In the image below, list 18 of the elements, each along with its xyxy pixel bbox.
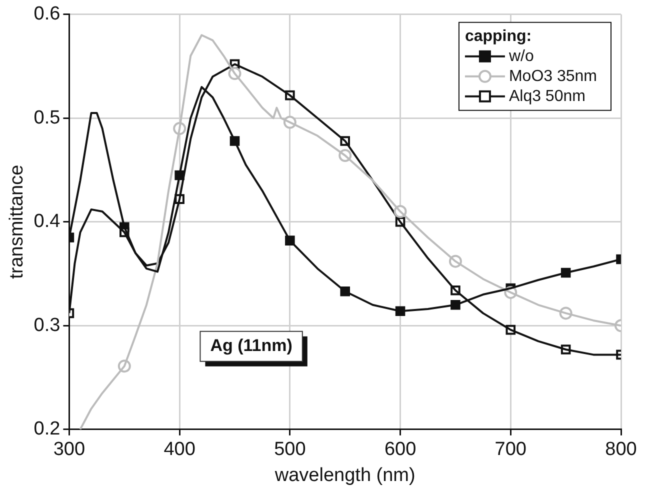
x-tick-label: 700 — [494, 439, 526, 460]
x-tick-label: 300 — [53, 439, 86, 460]
y-tick-label: 0.3 — [34, 314, 60, 336]
x-tick-label: 500 — [274, 439, 306, 460]
x-tick-label: 600 — [384, 439, 416, 460]
y-tick-label: 0.6 — [34, 4, 60, 25]
x-axis-title: wavelength (nm) — [274, 464, 416, 486]
x-tick-label: 800 — [605, 439, 637, 460]
y-tick-label: 0.4 — [34, 211, 61, 232]
legend-label: MoO3 35nm — [508, 68, 598, 85]
y-tick-label: 0.2 — [34, 418, 60, 440]
legend-label: w/o — [508, 48, 534, 65]
legend-title: capping: — [464, 28, 532, 45]
legend-label: Alq3 50nm — [508, 88, 586, 105]
annotation: Ag (11nm) — [210, 336, 292, 356]
y-axis-title: transmittance — [6, 164, 28, 279]
x-tick-label: 400 — [164, 439, 196, 460]
y-tick-label: 0.5 — [34, 107, 60, 128]
